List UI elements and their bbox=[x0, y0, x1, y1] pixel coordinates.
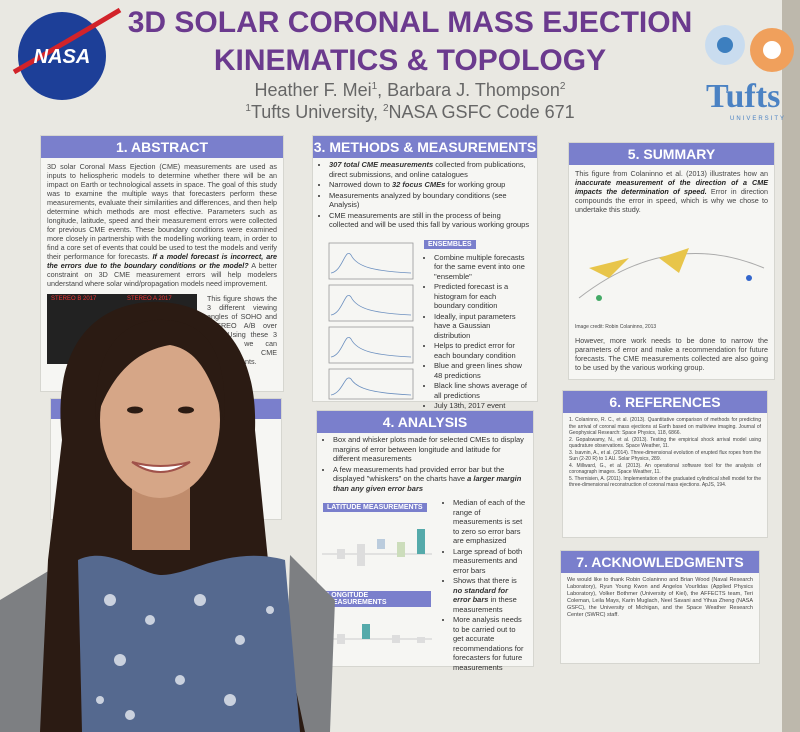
author: Heather F. Mei bbox=[254, 80, 372, 100]
text: Narrowed down to bbox=[329, 180, 392, 189]
text: collected from publications, direct subm… bbox=[329, 160, 526, 179]
text: 3D solar Coronal Mass Ejection (CME) mea… bbox=[47, 162, 277, 261]
author: , Barbara J. Thompson bbox=[377, 80, 560, 100]
ref-list: 1. Colaninno, R. C., et al. (2013). Quan… bbox=[563, 413, 767, 493]
emphasis: a larger margin than any given error bar… bbox=[333, 474, 522, 493]
sub-label: ENSEMBLES bbox=[424, 239, 476, 249]
title-line: 3D SOLAR CORONAL MASS EJECTION bbox=[127, 6, 693, 39]
section-title: 1. ABSTRACT bbox=[41, 136, 283, 158]
bullets: 307 total CME measurements collected fro… bbox=[313, 158, 537, 233]
paragraph: However, more work needs to be done to n… bbox=[575, 336, 768, 372]
text: CME measurements are still in the proces… bbox=[329, 210, 530, 230]
lon-boxplot bbox=[322, 624, 432, 644]
references: 6. REFERENCES 1. Colaninno, R. C., et al… bbox=[562, 390, 768, 538]
text: in these measurements bbox=[453, 595, 517, 614]
sup: 1 bbox=[245, 103, 251, 114]
emphasis: inaccurate measurement of the direction … bbox=[575, 178, 768, 196]
bullet: Combine multiple forecasts for the same … bbox=[434, 253, 527, 282]
summary: 5. SUMMARY This figure from Colaninno et… bbox=[568, 142, 775, 380]
tufts-sub: UNIVERSITY bbox=[730, 116, 787, 122]
bullet: Black line shows average of all predicti… bbox=[434, 381, 527, 400]
analysis: 4. ANALYSIS Box and whisker plots made f… bbox=[316, 410, 534, 672]
bullet: 307 total CME measurements collected fro… bbox=[329, 160, 531, 179]
text: Error in direction compounds the error i… bbox=[575, 187, 768, 214]
text: A few measurements had provided error ba… bbox=[333, 464, 505, 484]
sub-label: LONGITUDE MEASUREMENTS bbox=[323, 591, 431, 607]
bullet: Box and whisker plots made for selected … bbox=[333, 435, 527, 464]
emphasis: no standard for error bars bbox=[453, 585, 509, 605]
text: Median of each of the range of measureme… bbox=[453, 498, 526, 545]
reference: 5. Thernisien, A. (2011). Implementation… bbox=[569, 475, 761, 489]
bullet: Predicted forecast is a histogram for ea… bbox=[434, 282, 527, 311]
sub-label: LATITUDE MEASUREMENTS bbox=[323, 503, 427, 512]
bullet: Measurements analyzed by boundary condit… bbox=[329, 191, 531, 210]
lat-boxplot bbox=[322, 529, 432, 566]
credit: Image credit: Robin Colaninno, 2013 bbox=[575, 324, 657, 330]
sup: 1 bbox=[371, 81, 378, 92]
bullet: Helps to predict error for each boundary… bbox=[434, 341, 527, 360]
reference: 2. Gopalswamy, N., et al. (2013). Testin… bbox=[569, 436, 761, 450]
section-title: 6. REFERENCES bbox=[563, 391, 767, 413]
paragraph: We would like to thank Robin Colaninno a… bbox=[567, 577, 753, 618]
bullet: A few measurements had provided error ba… bbox=[333, 465, 527, 494]
acknowledgments: 7. ACKNOWLEDGMENTS We would like to than… bbox=[560, 550, 760, 664]
image-label: STEREO B 2017 bbox=[51, 296, 97, 302]
bullets: Combine multiple forecasts for the same … bbox=[418, 251, 533, 414]
section-title: 7. ACKNOWLEDGMENTS bbox=[561, 551, 759, 573]
text: Shows that there is bbox=[453, 576, 517, 585]
bullet: Large spread of both measurements and er… bbox=[453, 547, 527, 576]
bullet: Blue and green lines show 48 predictions bbox=[434, 361, 527, 380]
emphasis: If a model forecast is incorrect, are th… bbox=[47, 252, 277, 270]
bullet: CME measurements are still in the proces… bbox=[329, 211, 531, 230]
sup: 2 bbox=[382, 103, 389, 114]
reference: 4. Millward, G., et al. (2013). An opera… bbox=[569, 462, 761, 476]
text: Large spread of both measurements and er… bbox=[453, 546, 523, 575]
sup: 2 bbox=[559, 81, 566, 92]
image-label: STEREO A 2017 bbox=[127, 296, 172, 302]
paragraph: This figure from Colaninno et al. (2013)… bbox=[569, 165, 774, 218]
bullet: Ideally, input parameters have a Gaussia… bbox=[434, 312, 527, 341]
reference: 1. Colaninno, R. C., et al. (2013). Quan… bbox=[569, 417, 761, 436]
text: More analysis needs to be carried out to… bbox=[453, 615, 524, 672]
text: for working group bbox=[445, 180, 506, 189]
reference: 3. Isavnin, A., et al. (2014). Three-dim… bbox=[569, 449, 761, 463]
text: Box and whisker plots made for selected … bbox=[333, 435, 524, 463]
affil: NASA GSFC Code 671 bbox=[388, 102, 575, 122]
nasa-logo: NASA bbox=[33, 46, 91, 68]
text: This figure from Colaninno et al. (2013)… bbox=[575, 169, 768, 178]
ensemble-plots bbox=[328, 242, 414, 399]
bullets: Box and whisker plots made for selected … bbox=[317, 433, 533, 496]
summary-figure bbox=[578, 248, 765, 301]
text: A better constraint on 3D CME measuremen… bbox=[47, 261, 277, 288]
authors: Heather F. Mei1, Barbara J. Thompson2 bbox=[100, 80, 720, 101]
bullet: More analysis needs to be carried out to… bbox=[453, 615, 527, 672]
title-line: KINEMATICS & TOPOLOGY bbox=[213, 44, 607, 77]
methods: 3. METHODS & MEASUREMENTS 307 total CME … bbox=[312, 135, 538, 410]
section-title: 5. SUMMARY bbox=[569, 143, 774, 165]
emphasis: 307 total CME measurements bbox=[329, 160, 434, 169]
tufts-logo: Tufts bbox=[706, 78, 781, 115]
bullets: Median of each of the range of measureme… bbox=[437, 496, 533, 675]
paragraph: 3D solar Coronal Mass Ejection (CME) mea… bbox=[41, 158, 283, 292]
bullet: Narrowed down to 32 focus CMEs for worki… bbox=[329, 180, 531, 190]
text: Measurements analyzed by boundary condit… bbox=[329, 190, 507, 210]
affil: Tufts University, bbox=[250, 102, 383, 122]
bullet: Shows that there is no standard for erro… bbox=[453, 576, 527, 614]
section-title: 3. METHODS & MEASUREMENTS bbox=[313, 136, 537, 158]
affiliation: 1Tufts University, 2NASA GSFC Code 671 bbox=[100, 102, 720, 123]
bullet: Median of each of the range of measureme… bbox=[453, 498, 527, 546]
section-title: 4. ANALYSIS bbox=[317, 411, 533, 433]
emphasis: 32 focus CMEs bbox=[391, 180, 446, 189]
bullet: July 13th, 2017 event bbox=[434, 401, 527, 411]
